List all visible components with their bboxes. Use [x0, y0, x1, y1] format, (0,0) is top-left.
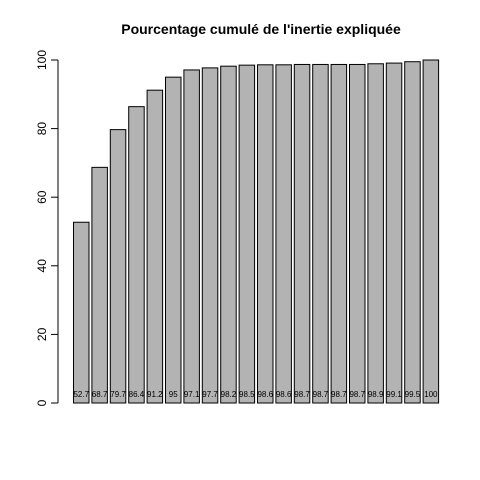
bar — [312, 63, 329, 404]
bar-value-label: 98.6 — [257, 390, 273, 399]
bar-value-label: 98.7 — [349, 390, 365, 399]
bar — [349, 63, 366, 404]
y-tick-label: 20 — [35, 327, 49, 341]
bar — [128, 106, 145, 404]
bar — [422, 59, 440, 404]
bar — [91, 166, 108, 404]
bar-value-label: 97.1 — [184, 390, 200, 399]
bar — [238, 64, 256, 404]
bar-value-label: 97.7 — [202, 390, 218, 399]
bar — [146, 89, 164, 404]
bar-value-label: 98.5 — [239, 390, 255, 399]
bar-value-label: 98.9 — [368, 390, 384, 399]
bar — [73, 221, 90, 404]
bar-value-label: 79.7 — [110, 390, 126, 399]
y-tick-label: 0 — [35, 399, 49, 406]
bar — [404, 61, 421, 404]
y-tick-label: 100 — [35, 50, 49, 70]
bar-value-label: 91.2 — [147, 390, 163, 399]
bar-value-label: 98.7 — [294, 390, 310, 399]
bar — [183, 69, 200, 404]
bar-value-label: 99.1 — [386, 390, 402, 399]
data-labels: 52.7 68.7 79.7 86.4 91.2 95 97.1 97.7 98.2 98.5 98… — [73, 390, 438, 399]
bar — [109, 129, 127, 404]
y-tick-label: 80 — [35, 122, 49, 136]
y-axis: 0 20 40 60 80 100 — [35, 50, 59, 406]
y-tick-label: 60 — [35, 190, 49, 204]
bar-value-label: 98.6 — [276, 390, 292, 399]
bar — [201, 67, 219, 404]
bar-value-label: 99.5 — [405, 390, 421, 399]
bar — [165, 76, 182, 404]
bar — [275, 64, 292, 404]
bar-value-label: 52.7 — [73, 390, 89, 399]
bar — [367, 63, 384, 404]
bars — [73, 59, 440, 404]
bar — [330, 63, 348, 404]
bar-value-label: 98.7 — [331, 390, 347, 399]
bar-value-label: 98.2 — [221, 390, 237, 399]
y-tick-label: 40 — [35, 259, 49, 273]
bar — [257, 64, 274, 404]
bar-value-label: 86.4 — [129, 390, 145, 399]
bar-value-label: 98.7 — [313, 390, 329, 399]
bar-value-label: 95 — [169, 390, 178, 399]
bar — [385, 62, 403, 404]
bar — [293, 63, 311, 404]
bar-value-label: 100 — [424, 390, 438, 399]
bar-value-label: 68.7 — [92, 390, 108, 399]
bar — [220, 65, 237, 404]
chart-title: Pourcentage cumulé de l'inertie expliqué… — [121, 21, 401, 37]
